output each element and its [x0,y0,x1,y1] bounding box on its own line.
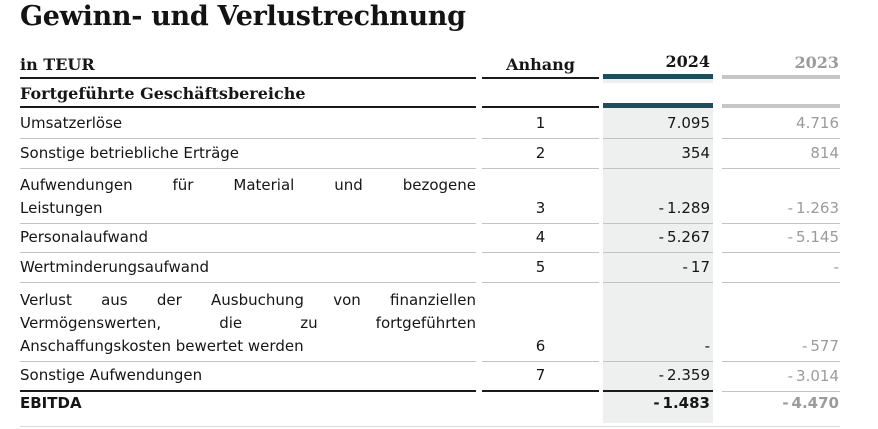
pnl-table: in TEUR Anhang 2024 2023 Fortgeführte Ge… [20,49,840,427]
table-row: Aufwendungen für Material und bezogene L… [20,169,840,224]
value-2023: - 1.263 [722,169,840,224]
section-2024-cell [603,79,713,108]
value-2024: - 1.483 [603,392,713,423]
row-label: EBITDA [20,392,476,423]
row-label-line: Anschaffungskosten bewertet werden [20,337,304,355]
row-label: Personalaufwand [20,224,476,253]
row-label: Sonstige Aufwendungen [20,362,476,392]
anhang-number: 4 [482,224,599,253]
table-row-total: EBITDA - 1.483 - 4.470 [20,392,840,423]
section-header: Fortgeführte Geschäftsbereiche [20,79,476,108]
column-header-anhang: Anhang [482,49,599,79]
column-header-unit: in TEUR [20,49,476,79]
table-bottom-rule [20,426,840,427]
table-row: Sonstige Aufwendungen 7 - 2.359 - 3.014 [20,362,840,392]
anhang-number: 2 [482,139,599,169]
table-row: Personalaufwand 4 - 5.267 - 5.145 [20,224,840,253]
row-label-line: Umsatzerlöse [20,114,123,132]
value-2023: - [722,253,840,283]
row-label: Verlust aus der Ausbuchung von finanziel… [20,283,476,362]
anhang-number: 5 [482,253,599,283]
row-label-line: Vermögenswerten, die zu fortgeführten [20,314,476,332]
section-anhang-cell [482,79,599,108]
value-2024: - 1.289 [603,169,713,224]
anhang-number: 6 [482,283,599,362]
document-body: Gewinn- und Verlustrechnung in TEUR Anha… [20,0,840,427]
row-label-line: Sonstige Aufwendungen [20,366,203,384]
row-label: Sonstige betriebliche Erträge [20,139,476,169]
value-2023: 4.716 [722,108,840,139]
anhang-number [482,392,599,423]
table-row: Sonstige betriebliche Erträge 2 354 814 [20,139,840,169]
value-2024: - [603,283,713,362]
table-row: Verlust aus der Ausbuchung von finanziel… [20,283,840,362]
table-header-row: in TEUR Anhang 2024 2023 [20,49,840,79]
value-2023: - 4.470 [782,394,839,412]
column-header-2024: 2024 [603,49,713,79]
value-2023: - 5.145 [722,224,840,253]
value-2023: 814 [722,139,840,169]
section-2023-cell [722,79,840,108]
value-2023: - 3.014 [722,362,840,392]
row-label-line: Leistungen [20,199,103,217]
row-label-line: EBITDA [20,394,82,412]
table-row: Umsatzerlöse 1 7.095 4.716 [20,108,840,139]
unit-label: in TEUR [20,55,95,74]
anhang-number: 7 [482,362,599,392]
value-2024: - 2.359 [603,362,713,392]
page-title: Gewinn- und Verlustrechnung [20,1,466,32]
value-2024: 7.095 [603,108,713,139]
value-2023: - 577 [722,283,840,362]
row-label-line: Verlust aus der Ausbuchung von finanziel… [20,291,476,309]
row-label: Wertminderungsaufwand [20,253,476,283]
column-header-2023: 2023 [722,49,840,79]
anhang-number: 1 [482,108,599,139]
section-header-row: Fortgeführte Geschäftsbereiche [20,79,840,108]
row-label-line: Aufwendungen für Material und bezogene [20,176,476,194]
row-label-line: Sonstige betriebliche Erträge [20,144,240,162]
value-2024: - 5.267 [603,224,713,253]
row-label-line: Personalaufwand [20,228,148,246]
row-label: Aufwendungen für Material und bezogene L… [20,169,476,224]
table-row: Wertminderungsaufwand 5 - 17 - [20,253,840,283]
anhang-number: 3 [482,169,599,224]
value-2024: 354 [603,139,713,169]
row-label-line: Wertminderungsaufwand [20,258,209,276]
row-label: Umsatzerlöse [20,108,476,139]
value-2024: - 17 [603,253,713,283]
section-header-label: Fortgeführte Geschäftsbereiche [20,84,306,103]
